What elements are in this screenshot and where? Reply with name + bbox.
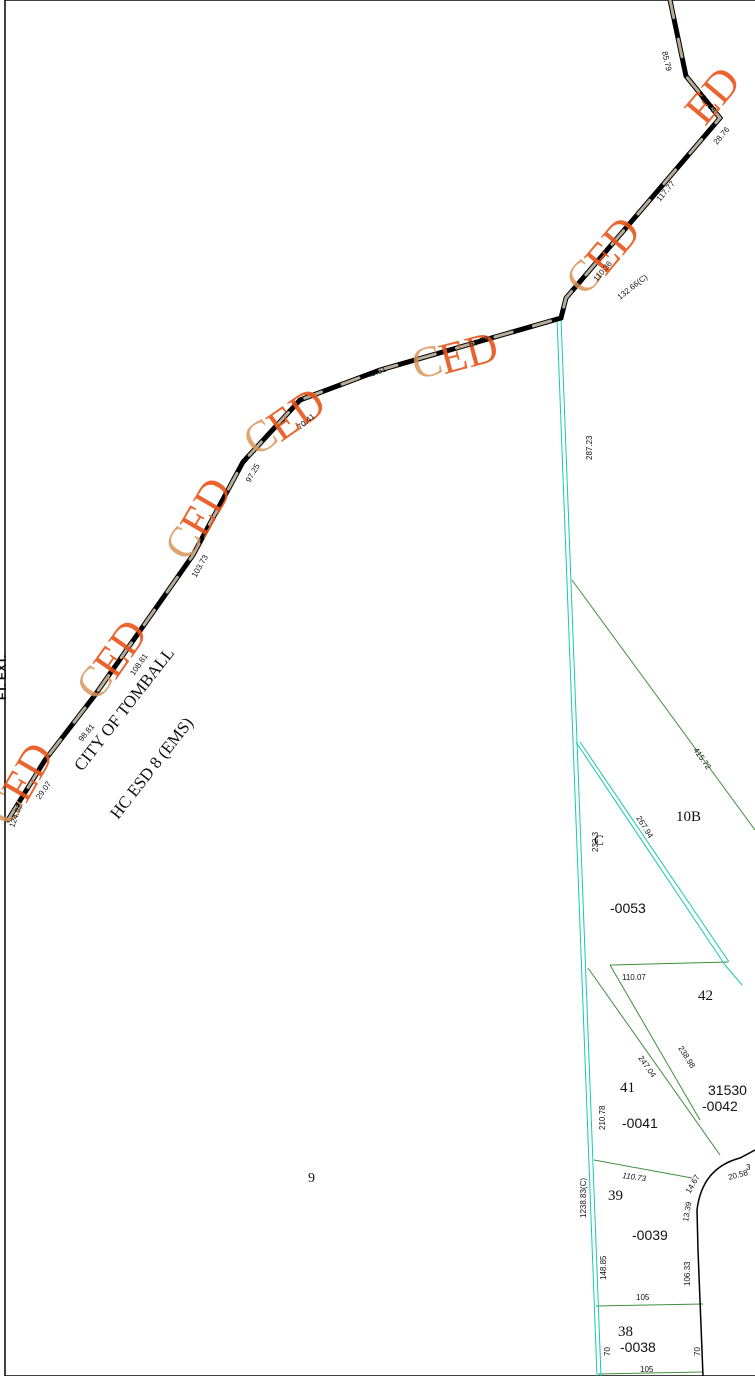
- lot-line: [609, 961, 729, 966]
- dim-label: 49.61: [366, 364, 388, 379]
- dim-label: 14.67: [684, 1173, 702, 1195]
- parcel-labels: 9 10B C -0053 42 41 -0041 31530 -0042 39…: [308, 809, 747, 1355]
- parcel-0042: -0042: [702, 1098, 738, 1114]
- dim-label: 238.98: [676, 1044, 697, 1070]
- dim-label: 287.23: [585, 435, 594, 460]
- dim-label: 105: [640, 1365, 654, 1374]
- edge-label: FT. EXT.: [0, 655, 9, 700]
- lot-line: [593, 1159, 693, 1179]
- parcel-41: 41: [620, 1080, 635, 1096]
- dim-label: 110.73: [622, 1171, 647, 1183]
- parcel-39: 39: [608, 1188, 623, 1204]
- dim-label: 232.3: [591, 831, 600, 852]
- dim-label: 148.85: [599, 1255, 608, 1280]
- dim-label: 70: [693, 1347, 702, 1356]
- road-curve: [696, 1149, 755, 1376]
- dim-label: 85.79: [660, 50, 673, 72]
- boundary-line: [5, 0, 724, 823]
- parcel-0041: -0041: [622, 1115, 658, 1131]
- row-lines: [556, 317, 743, 1376]
- row-line: [724, 964, 743, 986]
- district-symbol-ed: ED: [434, 322, 503, 385]
- dim-label: 1238.83(C): [579, 1178, 588, 1218]
- dim-label: 70: [603, 1347, 612, 1356]
- row-line: [556, 317, 598, 1376]
- parcel-38: 38: [618, 1324, 633, 1340]
- boundary-dash: [6, 0, 722, 822]
- lot-line: [571, 579, 755, 831]
- parcel-0053: -0053: [610, 900, 646, 916]
- dim-label: 3: [746, 1163, 751, 1172]
- lot-line: [595, 1303, 704, 1307]
- dim-label: 110.07: [622, 973, 646, 982]
- parcel-c-mark: C: [594, 833, 604, 849]
- dim-label: 13.39: [681, 1201, 693, 1223]
- parcel-31530: 31530: [708, 1082, 747, 1098]
- dim-label: 132.66(C): [616, 272, 650, 301]
- road-outline: [696, 1149, 755, 1376]
- lot-lines: [571, 579, 755, 1375]
- row-line: [579, 741, 730, 963]
- lot-line: [587, 967, 721, 1156]
- parcel-10b: 10B: [676, 809, 701, 825]
- dim-label: 106.33: [683, 1261, 692, 1286]
- parcel-9: 9: [308, 1171, 315, 1186]
- dim-label: 97.25: [244, 462, 262, 484]
- lot-line: [609, 964, 701, 1121]
- dim-label: 247.04: [636, 1054, 658, 1080]
- row-line: [575, 741, 726, 966]
- parcel-0039: -0039: [632, 1227, 668, 1243]
- map-frame: [4, 0, 755, 1376]
- parcel-0038: -0038: [620, 1339, 656, 1355]
- boundary-solid: [5, 0, 724, 823]
- district-symbol: CED: [406, 322, 503, 390]
- dim-label: 105: [636, 1293, 650, 1302]
- parcel-42: 42: [698, 988, 713, 1004]
- row-line: [560, 317, 602, 1376]
- dim-label: 210.78: [598, 1105, 607, 1130]
- lot-line: [597, 1371, 704, 1375]
- dim-label: 415.72: [691, 746, 713, 772]
